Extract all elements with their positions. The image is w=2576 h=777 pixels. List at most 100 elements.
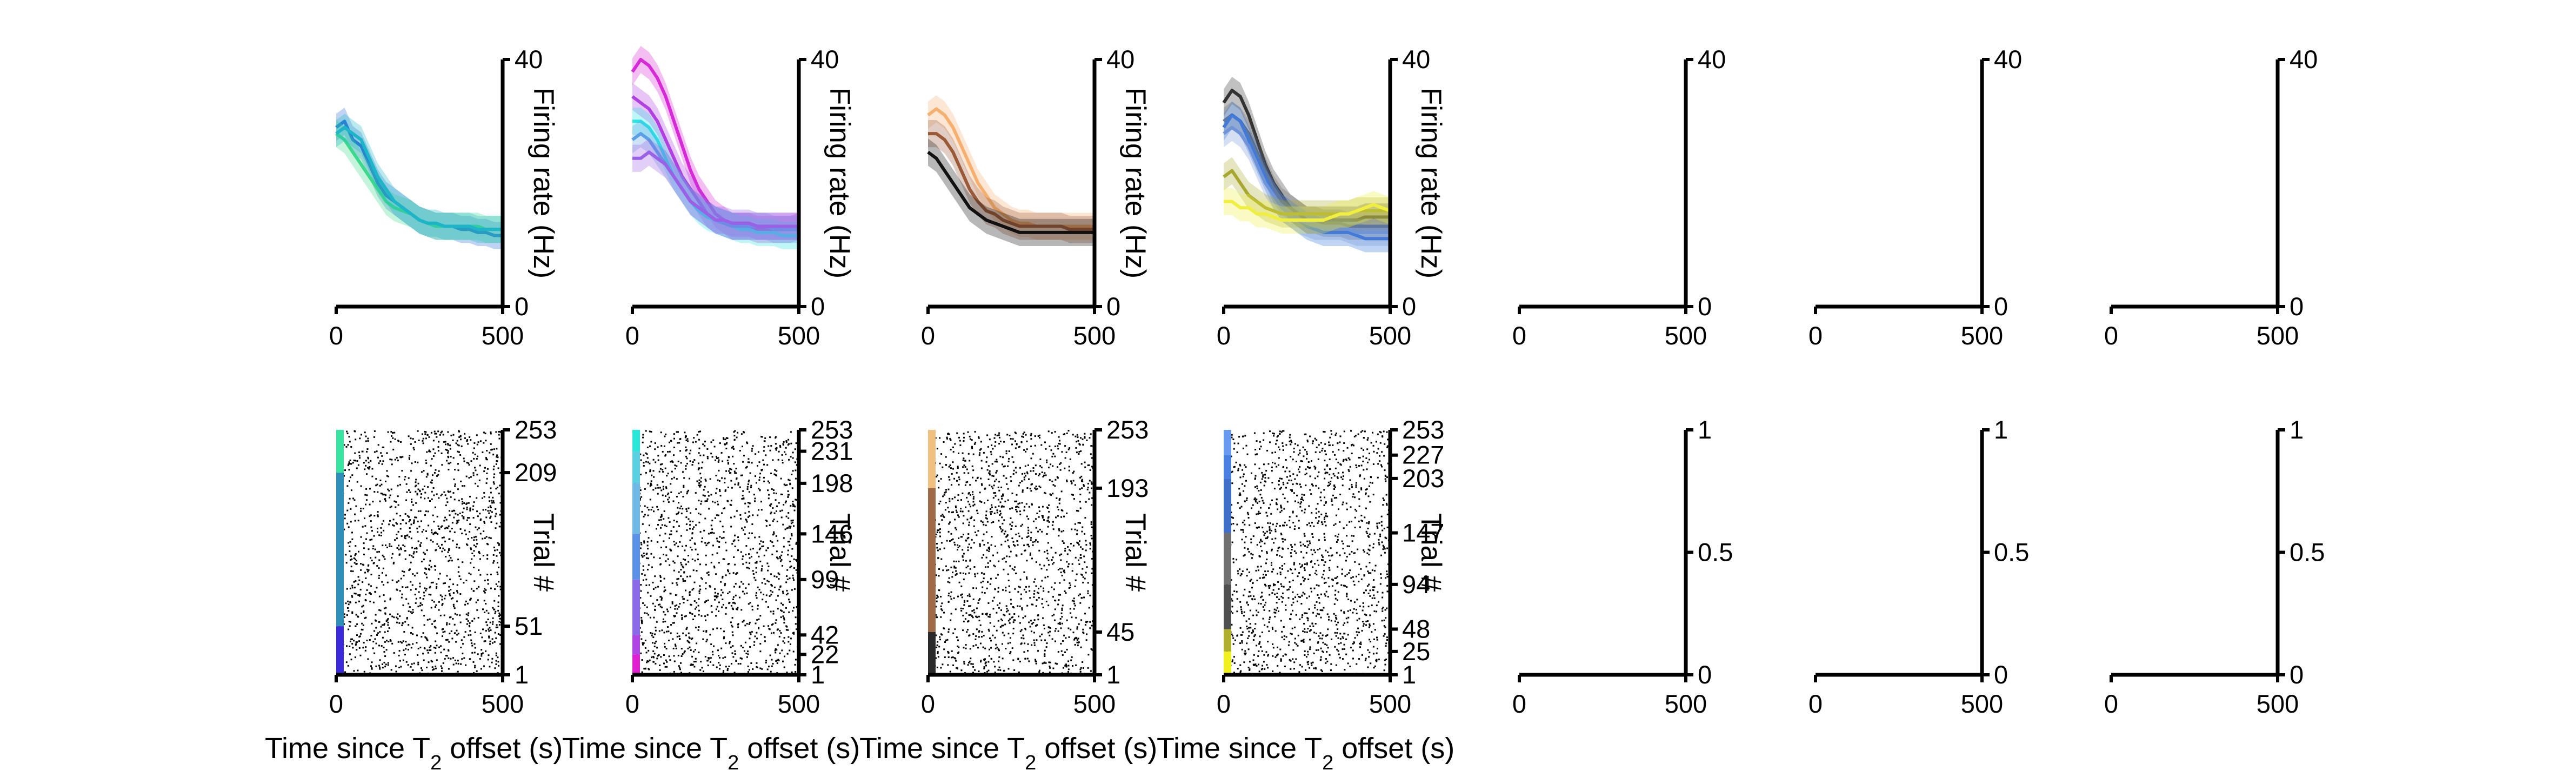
spike-dot <box>356 641 358 643</box>
spike-dot <box>1366 522 1368 524</box>
spike-dot <box>357 616 359 618</box>
spike-dot <box>409 492 411 493</box>
spike-dot <box>719 495 722 497</box>
spike-dot <box>752 514 754 516</box>
spike-dot <box>727 500 729 502</box>
spike-dot <box>740 474 742 476</box>
spike-dot <box>1360 641 1362 643</box>
spike-dot <box>386 619 389 621</box>
spike-dot <box>675 645 677 647</box>
spike-dot <box>495 660 497 662</box>
spike-dot <box>1075 579 1077 581</box>
spike-dot <box>385 663 387 666</box>
spike-dot <box>642 441 644 443</box>
spike-dot <box>387 488 389 490</box>
spike-dot <box>1333 475 1336 477</box>
spike-dot <box>1090 521 1092 523</box>
spike-dot <box>488 630 490 632</box>
spike-dot <box>1015 471 1017 474</box>
spike-dot <box>441 525 443 527</box>
spike-dot <box>1017 658 1019 660</box>
spike-dot <box>963 515 965 517</box>
spike-dot <box>989 616 991 618</box>
spike-dot <box>672 500 675 502</box>
spike-dot <box>1298 468 1299 470</box>
spike-dot <box>737 484 739 486</box>
spike-dot <box>1024 658 1026 660</box>
spike-dot <box>345 446 348 448</box>
spike-dot <box>449 594 451 596</box>
spike-dot <box>1082 438 1084 440</box>
spike-dot <box>663 500 665 502</box>
spike-dot <box>1322 634 1324 636</box>
spike-dot <box>969 595 971 597</box>
spike-dot <box>1027 543 1029 546</box>
spike-dot <box>495 663 497 665</box>
spike-dot <box>479 552 481 554</box>
spike-dot <box>995 479 997 481</box>
spike-dot <box>1004 540 1006 542</box>
spike-dot <box>664 614 666 616</box>
spike-dot <box>1011 521 1013 523</box>
spike-dot <box>377 456 379 459</box>
spike-dot <box>490 500 492 502</box>
spike-dot <box>490 492 492 494</box>
spike-dot <box>1049 493 1051 495</box>
spike-dot <box>349 601 351 603</box>
spike-dot <box>463 507 465 509</box>
spike-dot <box>985 517 987 519</box>
spike-dot <box>1023 431 1025 434</box>
spike-dot <box>401 642 403 644</box>
spike-dot <box>1091 483 1093 485</box>
spike-dot <box>445 556 447 557</box>
spike-dot <box>946 569 947 572</box>
spike-dot <box>775 448 777 450</box>
spike-dot <box>1085 639 1087 641</box>
spike-dot <box>1018 615 1019 617</box>
spike-dot <box>355 505 357 507</box>
spike-dot <box>375 627 377 629</box>
spike-dot <box>471 642 473 645</box>
spike-dot <box>699 669 702 671</box>
spike-dot <box>495 583 497 585</box>
spike-dot <box>937 549 939 552</box>
spike-dot <box>789 560 791 562</box>
spike-dot <box>399 528 402 530</box>
spike-dot <box>716 514 718 516</box>
spike-dot <box>641 620 643 622</box>
spike-dot <box>973 443 976 445</box>
spike-dot <box>373 451 376 453</box>
spike-dot <box>979 642 982 645</box>
spike-dot <box>736 510 738 512</box>
spike-dot <box>760 540 762 542</box>
spike-dot <box>734 650 736 652</box>
spike-dot <box>713 595 716 597</box>
spike-dot <box>1031 623 1033 625</box>
spike-dot <box>665 433 667 435</box>
sem-band-3 <box>336 114 503 243</box>
spike-dot <box>1051 638 1053 640</box>
spike-dot <box>644 668 646 670</box>
spike-dot <box>437 450 439 452</box>
spike-dot <box>969 593 971 595</box>
spike-dot <box>679 450 682 452</box>
spike-dot <box>392 432 394 434</box>
spike-dot <box>360 508 362 509</box>
spike-dot <box>970 547 972 549</box>
spike-dot <box>643 540 645 542</box>
spike-dot <box>709 586 711 588</box>
spike-dot <box>1082 444 1084 446</box>
spike-dot <box>947 652 950 654</box>
spike-dot <box>1036 639 1038 641</box>
spike-dot <box>437 533 439 535</box>
spike-dot <box>1031 557 1033 560</box>
spike-dot <box>1354 496 1356 499</box>
spike-dot <box>970 663 972 665</box>
spike-dot <box>1012 616 1013 618</box>
spike-dot <box>1076 533 1078 535</box>
spike-dot <box>419 544 421 546</box>
spike-dot <box>498 566 500 568</box>
spike-dot <box>642 643 644 646</box>
spike-dot <box>417 461 419 463</box>
spike-dot <box>699 484 701 486</box>
